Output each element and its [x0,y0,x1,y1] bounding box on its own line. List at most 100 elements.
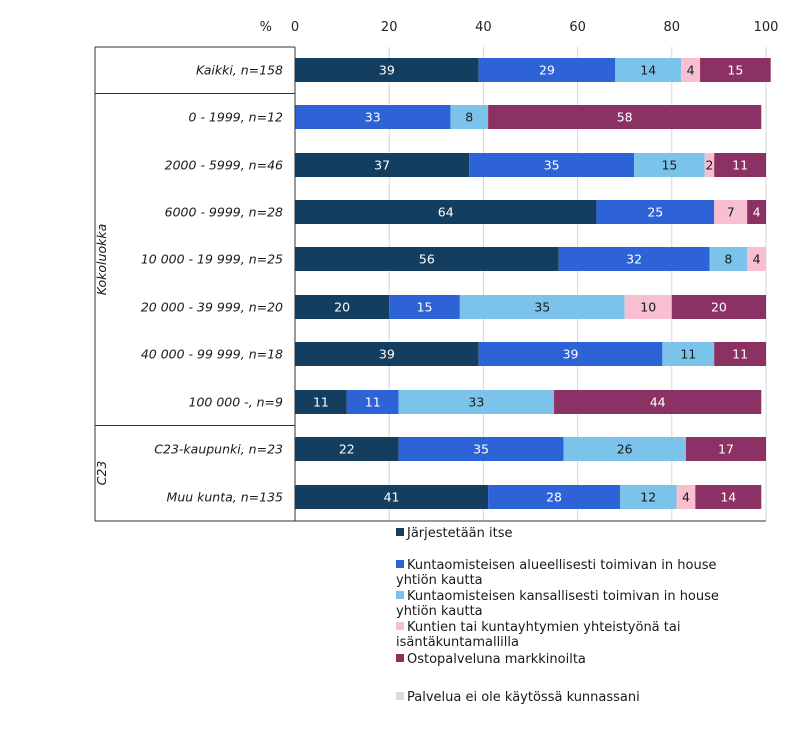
bar-segment [662,342,715,366]
bar-segment [619,485,677,509]
data-label: 35 [544,158,560,173]
bar-segment [596,200,715,224]
row-label: C23-kaupunki, n=23 [154,442,283,457]
bar-segment [747,200,766,224]
bar-segment [747,247,766,271]
row-label: 0 - 1999, n=12 [189,110,284,125]
legend-item: Kuntaomisteisen alueellisesti toimivan i… [396,558,756,588]
label-table-frame [94,46,766,522]
x-tick-label: 60 [569,20,586,35]
data-label: 20 [334,300,350,315]
bar-segment [695,485,762,509]
bar-segment [398,390,555,414]
bar-segment [634,153,705,177]
data-label: 28 [546,490,562,505]
data-label: 44 [650,395,666,410]
bar-segment [554,390,762,414]
bar-segment [295,437,399,461]
data-label: 15 [727,63,743,78]
legend-swatch [396,654,404,662]
legend-label: Ostopalveluna markkinoilta [407,652,586,667]
data-label: 58 [617,110,633,125]
bar-segment [563,437,686,461]
row-label: 6000 - 9999, n=28 [165,205,283,220]
legend-swatch [396,528,404,536]
legend-label: Järjestetään itse [407,526,513,541]
bar-segment [295,153,470,177]
data-label: 4 [687,63,695,78]
data-label: 35 [473,442,489,457]
row-label: 100 000 -, n=9 [189,395,284,410]
row-label: 40 000 - 99 999, n=18 [141,347,283,362]
legend-swatch [396,591,404,599]
data-label: 64 [438,205,454,220]
group-label: C23 [94,461,109,486]
data-label: 37 [374,158,390,173]
bar-segment [478,58,616,82]
bar-segment [469,153,635,177]
data-label: 22 [339,442,355,457]
legend-label: Kuntaomisteisen alueellisesti toimivan i… [396,558,717,588]
bar-segment [704,153,715,177]
row-label: Kaikki, n=158 [196,63,283,78]
data-label: 14 [720,490,736,505]
data-label: 29 [539,63,555,78]
data-label: 17 [718,442,734,457]
data-label: 39 [563,347,579,362]
data-label: 11 [732,347,748,362]
data-label: 35 [534,300,550,315]
bar-segment [295,390,347,414]
row-labels: Kaikki, n=158 0 - 1999, n=12 2000 - 5999, … [141,63,283,505]
data-label: 11 [680,347,696,362]
legend-item: Kuntien tai kuntayhtymien yhteistyönä ta… [396,620,756,650]
bar-segment [295,342,479,366]
legend-label: Kuntaomisteisen kansallisesti toimivan i… [396,589,719,619]
bar-segment [346,390,399,414]
row-label: 20 000 - 39 999, n=20 [141,300,283,315]
data-label: 32 [626,252,642,267]
bar-segment [478,342,663,366]
data-label: 11 [732,158,748,173]
data-label: 20 [711,300,727,315]
legend-swatch [396,560,404,568]
data-label: 4 [753,205,761,220]
x-tick-label: 0 [291,20,299,35]
data-label: 33 [365,110,381,125]
bar-segment [295,200,597,224]
data-label: 56 [419,252,435,267]
data-label: 10 [640,300,656,315]
bar-segment [459,295,625,319]
data-label: 41 [384,490,400,505]
bar-segment [295,247,559,271]
data-label: 12 [640,490,656,505]
x-tick-label: 100 [754,20,779,35]
data-label: 39 [379,63,395,78]
bar-segment [295,485,489,509]
bar-segment [714,342,766,366]
legend-swatch [396,622,404,630]
bar-segment [714,200,748,224]
x-tick-label: 80 [664,20,681,35]
x-tick-label: 20 [381,20,398,35]
data-label: 2 [706,158,714,173]
bar-segment [700,58,771,82]
legend-label: Kuntien tai kuntayhtymien yhteistyönä ta… [396,620,681,650]
legend-item: Ostopalveluna markkinoilta [396,652,586,668]
data-label: 14 [640,63,656,78]
data-label: 11 [365,395,381,410]
data-label: 4 [682,490,690,505]
data-label: 8 [724,252,732,267]
bar-segment [685,437,766,461]
row-label: Muu kunta, n=135 [167,490,283,505]
bar-segment [681,58,701,82]
data-label: 15 [417,300,433,315]
data-label: 33 [468,395,484,410]
data-label: 39 [379,347,395,362]
bar-segment [709,247,748,271]
axis-unit-label: % [260,20,272,35]
bar-segment [488,485,620,509]
x-tick-label: 40 [475,20,492,35]
data-label: 8 [465,110,473,125]
group-label: Kokoluokka [94,224,109,295]
